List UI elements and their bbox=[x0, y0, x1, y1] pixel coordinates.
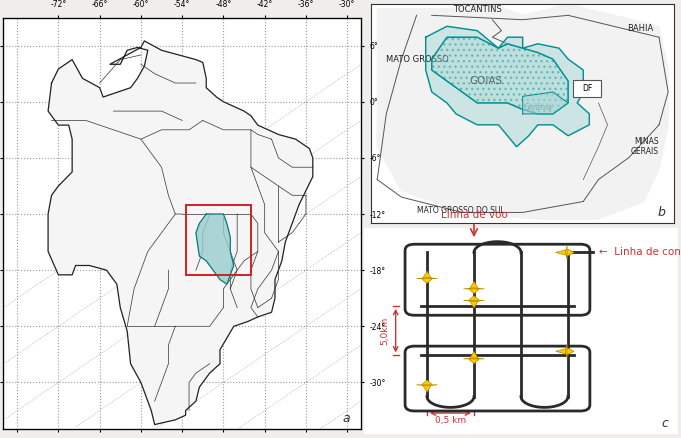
Polygon shape bbox=[196, 214, 234, 284]
Text: TOCANTINS: TOCANTINS bbox=[453, 5, 502, 14]
Polygon shape bbox=[432, 37, 568, 114]
Text: ←  Linha de controle: ← Linha de controle bbox=[599, 247, 681, 258]
Text: a: a bbox=[343, 412, 350, 425]
Polygon shape bbox=[464, 300, 484, 301]
Text: MINAS
GERAIS: MINAS GERAIS bbox=[631, 137, 659, 156]
Polygon shape bbox=[417, 385, 437, 386]
Polygon shape bbox=[556, 348, 574, 354]
Text: MATO GROSSO: MATO GROSSO bbox=[386, 55, 449, 64]
Text: GOIAS: GOIAS bbox=[470, 76, 503, 86]
Polygon shape bbox=[464, 358, 484, 359]
Text: MATO GROSSO DO SUL: MATO GROSSO DO SUL bbox=[417, 205, 504, 215]
Text: BAHIA: BAHIA bbox=[627, 24, 653, 33]
Polygon shape bbox=[523, 92, 568, 114]
Bar bbox=[186, 205, 251, 275]
Polygon shape bbox=[565, 344, 567, 358]
Text: 5,0km: 5,0km bbox=[381, 317, 390, 345]
FancyBboxPatch shape bbox=[573, 80, 601, 98]
Polygon shape bbox=[565, 246, 567, 259]
Polygon shape bbox=[469, 282, 479, 293]
Text: Goiânia: Goiânia bbox=[524, 103, 552, 112]
Polygon shape bbox=[556, 249, 574, 256]
Polygon shape bbox=[422, 271, 432, 283]
Polygon shape bbox=[464, 288, 484, 289]
Text: DF: DF bbox=[582, 84, 592, 93]
Polygon shape bbox=[417, 278, 437, 279]
Text: 0,5 km: 0,5 km bbox=[435, 416, 466, 425]
Polygon shape bbox=[377, 4, 668, 219]
Text: c: c bbox=[661, 417, 668, 430]
Polygon shape bbox=[469, 351, 479, 364]
Polygon shape bbox=[422, 380, 432, 392]
Text: b: b bbox=[657, 206, 665, 219]
Polygon shape bbox=[48, 41, 313, 424]
Polygon shape bbox=[469, 296, 479, 308]
Text: Linha de voo: Linha de voo bbox=[441, 209, 507, 219]
Polygon shape bbox=[426, 26, 589, 147]
